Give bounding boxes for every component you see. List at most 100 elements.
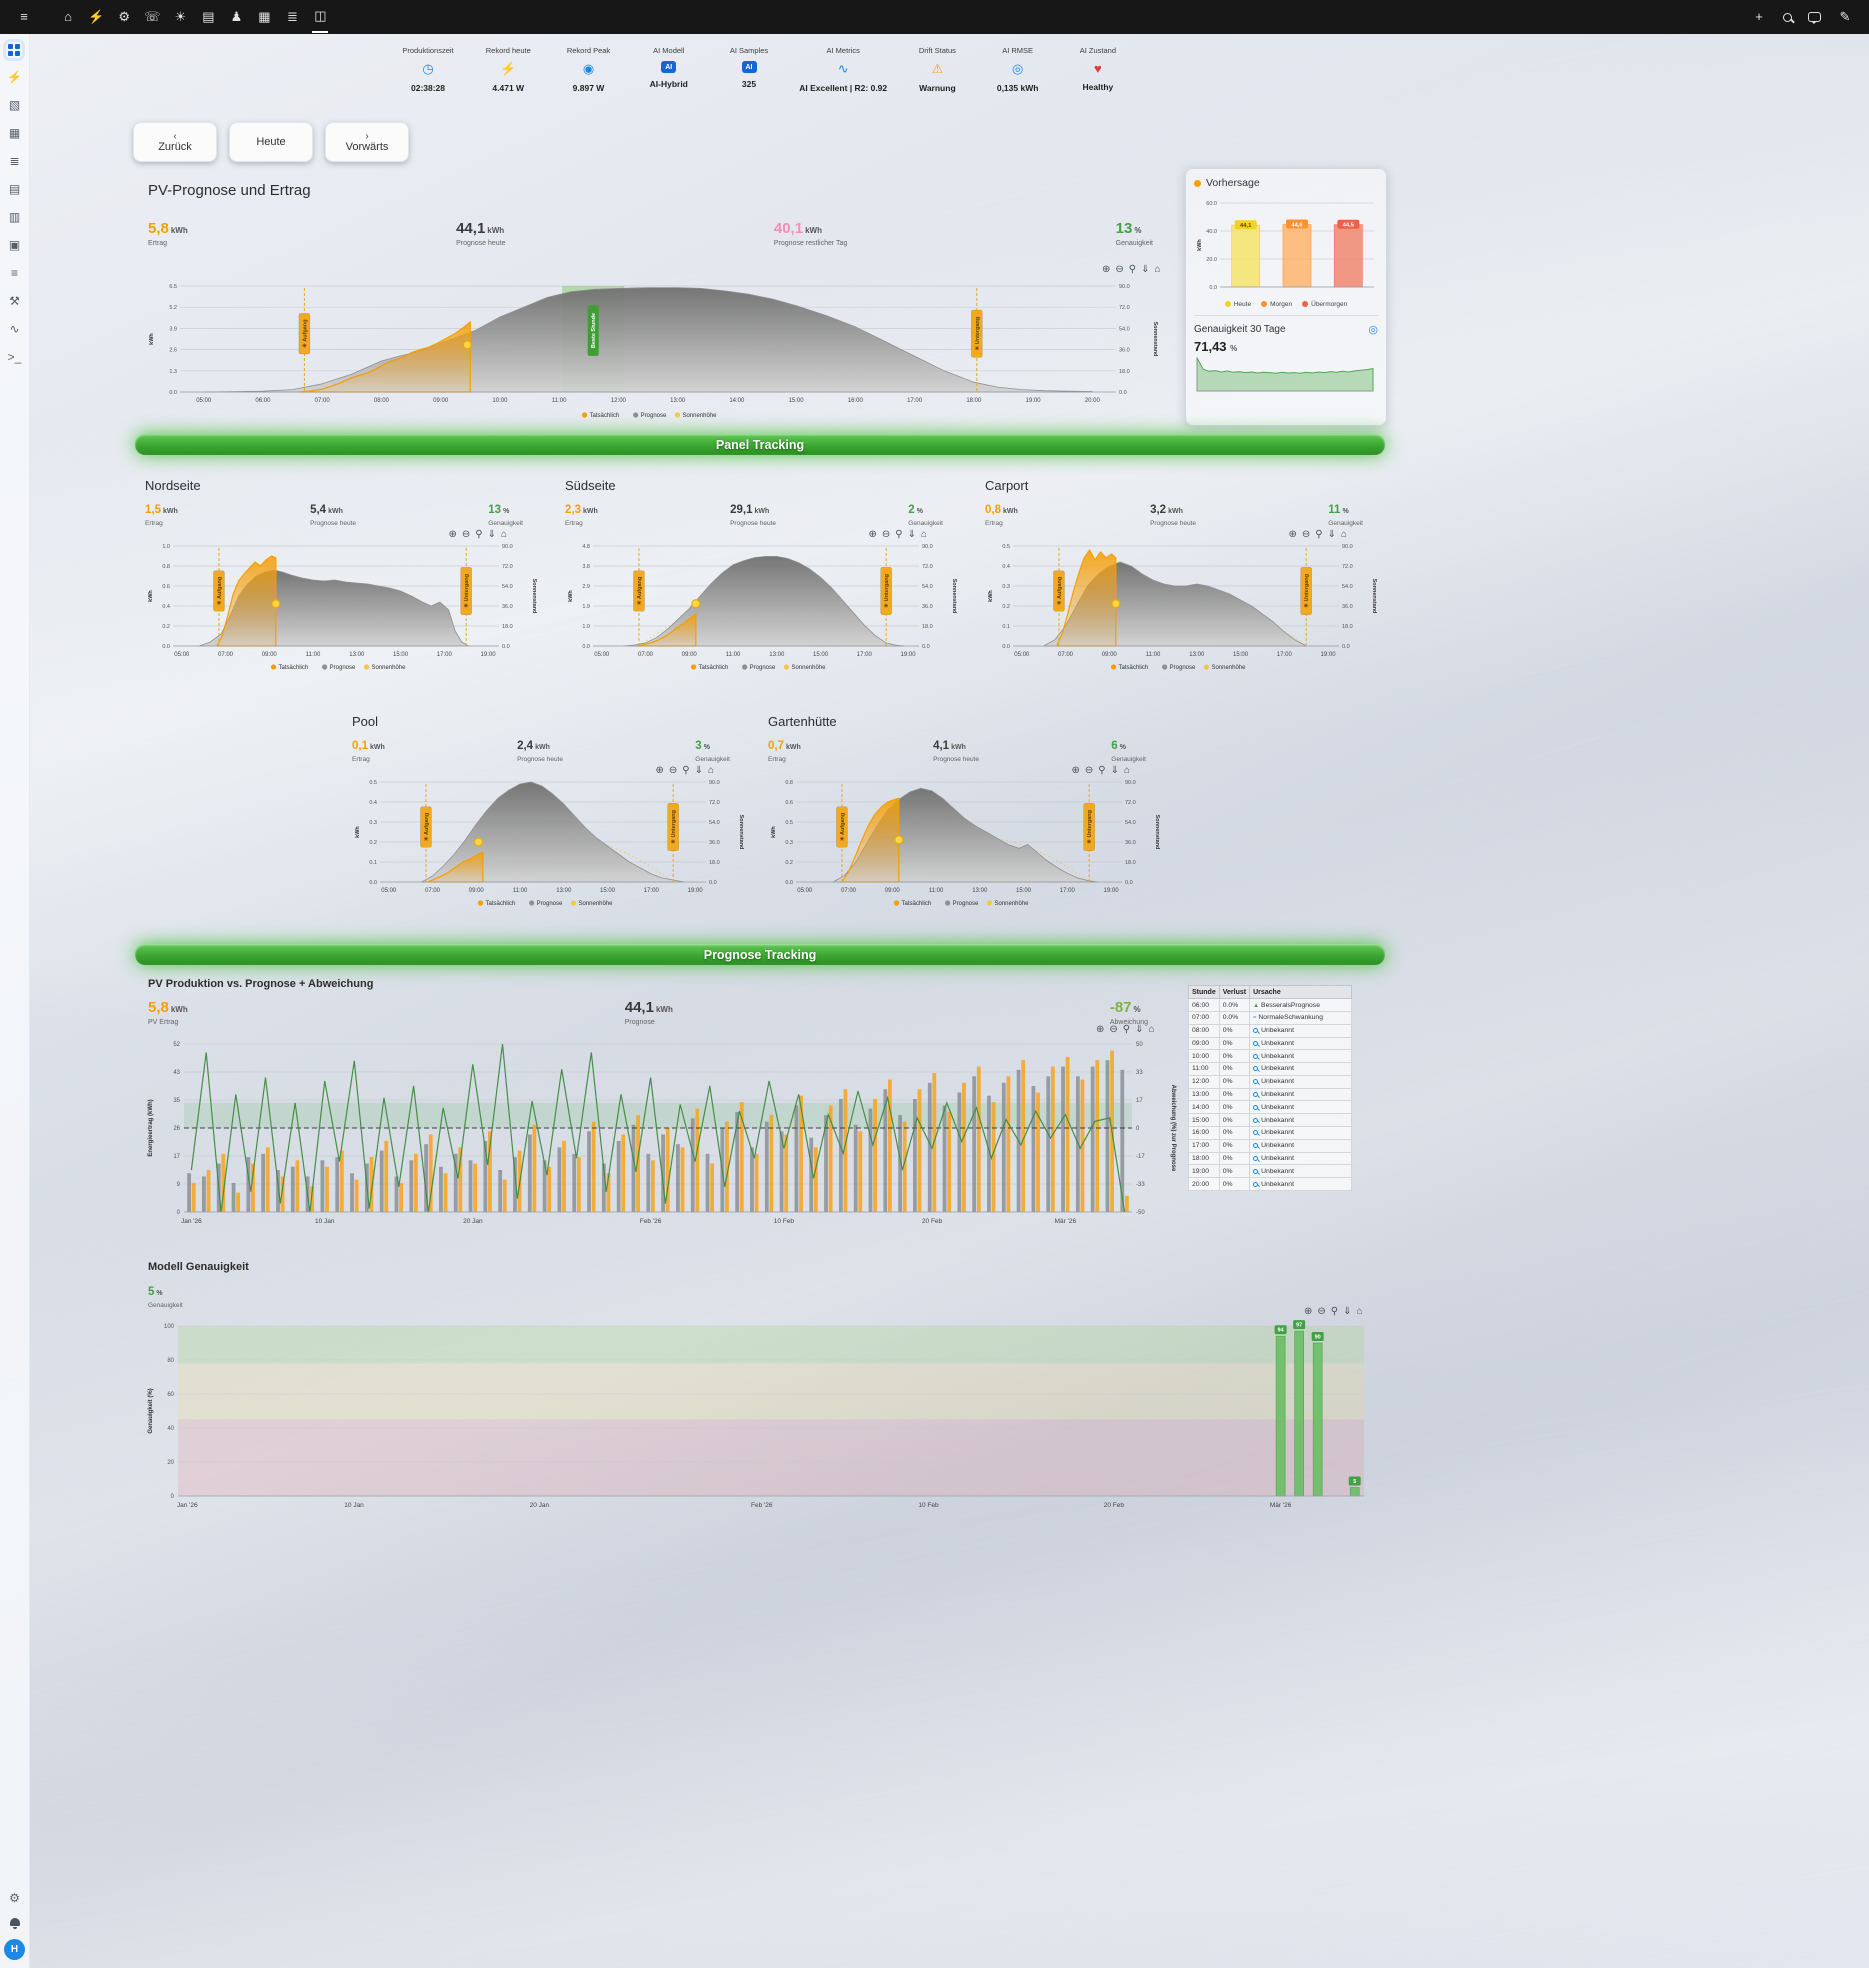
sidebar-item-history[interactable]: ▤ <box>8 182 21 196</box>
notifications-icon[interactable] <box>9 1918 20 1929</box>
solar-dashboard-icon[interactable]: ◫ <box>312 1 329 33</box>
zoom-out-icon[interactable]: ⊖ <box>1301 529 1311 540</box>
zoom-select-icon[interactable]: ⚲ <box>1098 765 1106 776</box>
zoom-in-icon[interactable]: ⊕ <box>1096 1024 1105 1035</box>
zoom-select-icon[interactable]: ⚲ <box>1315 529 1323 540</box>
phone-icon[interactable]: ☏ <box>144 9 161 24</box>
zoom-in-icon[interactable]: ⊕ <box>1304 1306 1313 1317</box>
chat-icon[interactable] <box>1808 12 1821 24</box>
zoom-out-icon[interactable]: ⊖ <box>1084 765 1094 776</box>
svg-text:72.0: 72.0 <box>1125 800 1136 806</box>
svg-text:10 Jan: 10 Jan <box>344 1502 364 1509</box>
zoom-out-icon[interactable]: ⊖ <box>1317 1306 1326 1317</box>
search-icon[interactable] <box>1783 12 1792 22</box>
sidebar-item-tools[interactable]: ⚒ <box>9 294 20 308</box>
stat-label: PV Ertrag <box>148 1019 179 1026</box>
reset-home-icon[interactable]: ⌂ <box>1154 264 1161 275</box>
back-button[interactable]: ‹ Zurück <box>133 122 217 162</box>
energy-icon[interactable]: ⚡ <box>88 9 105 24</box>
sidebar-item-terminal[interactable]: >_ <box>7 350 22 364</box>
forecast-card: Vorhersage 0.0 20.0 40.0 60.0 kWh 44,1 44,6 44,… <box>1185 168 1387 426</box>
reset-home-icon[interactable]: ⌂ <box>1356 1306 1363 1317</box>
panel-chart[interactable]: 0.0 1.0 1.9 2.9 3.8 4.8 0.0 18.0 36.0 54.0 72.0 90.… <box>565 540 957 672</box>
zoom-in-icon[interactable]: ⊕ <box>448 529 457 540</box>
svg-text:52: 52 <box>173 1042 180 1048</box>
reset-home-icon[interactable]: ⌂ <box>1148 1024 1155 1035</box>
panel-chart[interactable]: 0.0 0.2 0.4 0.6 0.8 1.0 0.0 18.0 36.0 54.0 72.0 90.… <box>145 540 537 672</box>
user-avatar[interactable]: H <box>4 1939 25 1960</box>
sidebar-item-printer[interactable]: ▥ <box>8 210 21 224</box>
panel-chart[interactable]: 0.0 0.1 0.2 0.3 0.4 0.5 0.0 18.0 36.0 54.0 72.0 90.… <box>985 540 1377 672</box>
zoom-select-icon[interactable]: ⚲ <box>895 529 903 540</box>
zoom-in-icon[interactable]: ⊕ <box>868 529 877 540</box>
sidebar-item-calendar[interactable]: ▦ <box>8 126 21 140</box>
download-icon[interactable]: ⇓ <box>1135 1024 1144 1035</box>
reset-home-icon[interactable]: ⌂ <box>707 765 714 776</box>
rooms-icon[interactable]: ▤ <box>202 9 215 24</box>
chart-stat: 29,1 kWh Prognose heute <box>730 500 776 527</box>
zoom-select-icon[interactable]: ⚲ <box>475 529 483 540</box>
download-icon[interactable]: ⇓ <box>1327 529 1336 540</box>
sidebar-item-camera[interactable]: ▣ <box>8 238 21 252</box>
panel-chart[interactable]: 0.0 0.2 0.3 0.5 0.6 0.8 0.0 18.0 36.0 54.0 72.0 90.… <box>768 776 1160 908</box>
zoom-in-icon[interactable]: ⊕ <box>1071 765 1080 776</box>
zoom-select-icon[interactable]: ⚲ <box>1128 264 1137 275</box>
svg-text:05:00: 05:00 <box>381 888 397 894</box>
today-button[interactable]: Heute <box>229 122 313 162</box>
sidebar-item-map[interactable]: ▧ <box>8 98 21 112</box>
printer-icon[interactable]: ▦ <box>258 9 271 24</box>
cell-verlust: 0% <box>1218 1036 1251 1051</box>
person-icon[interactable]: ♟ <box>230 9 243 24</box>
model-accuracy-chart[interactable]: 0 20 40 60 80 100 Genauigkeit (%) Jan '26 10 Jan… <box>144 1316 1382 1516</box>
zoom-out-icon[interactable]: ⊖ <box>1109 1024 1118 1035</box>
svg-text:Feb '26: Feb '26 <box>751 1502 773 1509</box>
climate-icon[interactable]: ☀ <box>174 9 187 24</box>
zoom-select-icon[interactable]: ⚲ <box>682 765 690 776</box>
lists-icon[interactable]: ≣ <box>287 9 298 24</box>
zoom-out-icon[interactable]: ⊖ <box>461 529 471 540</box>
download-icon[interactable]: ⇓ <box>1343 1306 1352 1317</box>
zoom-in-icon[interactable]: ⊕ <box>1102 264 1111 275</box>
sidebar-item-analytics[interactable]: ∿ <box>9 322 20 336</box>
zoom-out-icon[interactable]: ⊖ <box>1115 264 1124 275</box>
reset-home-icon[interactable]: ⌂ <box>500 529 507 540</box>
download-icon[interactable]: ⇓ <box>907 529 916 540</box>
panel-stats: 1,5 kWh Ertrag 5,4 kWh Prognose heute 13% Genau… <box>145 500 537 527</box>
add-icon[interactable]: + <box>1755 9 1763 24</box>
header-stat: AI Metrics ∿ AI Excellent | R2: 0.92 <box>799 46 887 93</box>
home-icon[interactable]: ⌂ <box>64 9 72 24</box>
download-icon[interactable]: ⇓ <box>1110 765 1119 776</box>
reset-home-icon[interactable]: ⌂ <box>1123 765 1130 776</box>
zoom-out-icon[interactable]: ⊖ <box>881 529 891 540</box>
svg-text:0.0: 0.0 <box>582 644 590 650</box>
edit-icon[interactable]: ✎ <box>1839 9 1851 24</box>
download-icon[interactable]: ⇓ <box>1141 264 1150 275</box>
zoom-select-icon[interactable]: ⚲ <box>1330 1306 1339 1317</box>
panel-chart-toolbar: ⊕ ⊖ ⚲ ⇓ ⌂ <box>565 529 927 540</box>
forward-button[interactable]: › Vorwärts <box>325 122 409 162</box>
sidebar-item-logbook[interactable]: ≡ <box>10 266 18 280</box>
header-stat: AI Samples AI 325 <box>719 46 779 93</box>
chart-stat: 44,1 kWh Prognose <box>625 999 673 1026</box>
zoom-in-icon[interactable]: ⊕ <box>1288 529 1297 540</box>
pv-forecast-chart[interactable]: 0.0 1.3 2.6 3.9 5.2 6.5 0.0 18.0 36.0 54.0 72.0 90.… <box>146 280 1158 420</box>
menu-icon[interactable]: ≡ <box>20 9 28 24</box>
download-icon[interactable]: ⇓ <box>487 529 496 540</box>
production-vs-forecast-chart[interactable]: 0 9 17 26 35 43 52 -50 -33 -17 0 17 33 50 Energieertra… <box>144 1036 1178 1236</box>
settings-dashboard-icon[interactable]: ⚙ <box>118 9 131 24</box>
reset-home-icon[interactable]: ⌂ <box>1340 529 1347 540</box>
stat-label: Prognose heute <box>456 240 506 247</box>
sidebar-item-energy[interactable]: ⚡ <box>7 70 22 84</box>
forecast-bars-chart[interactable]: 0.0 20.0 40.0 60.0 kWh 44,1 44,6 44,5 <box>1194 189 1380 295</box>
panel-chart[interactable]: 0.0 0.1 0.2 0.3 0.4 0.5 0.0 18.0 36.0 54.0 72.0 90.… <box>352 776 744 908</box>
zoom-in-icon[interactable]: ⊕ <box>655 765 664 776</box>
target-icon[interactable]: ◎ <box>1368 324 1378 336</box>
stat-label: Prognose heute <box>730 520 776 527</box>
reset-home-icon[interactable]: ⌂ <box>920 529 927 540</box>
download-icon[interactable]: ⇓ <box>694 765 703 776</box>
sidebar-item-todo[interactable]: ≣ <box>9 154 20 168</box>
sidebar-item-dashboard[interactable] <box>3 39 26 61</box>
zoom-out-icon[interactable]: ⊖ <box>668 765 678 776</box>
settings-icon[interactable]: ⚙ <box>9 1891 20 1905</box>
zoom-select-icon[interactable]: ⚲ <box>1122 1024 1131 1035</box>
